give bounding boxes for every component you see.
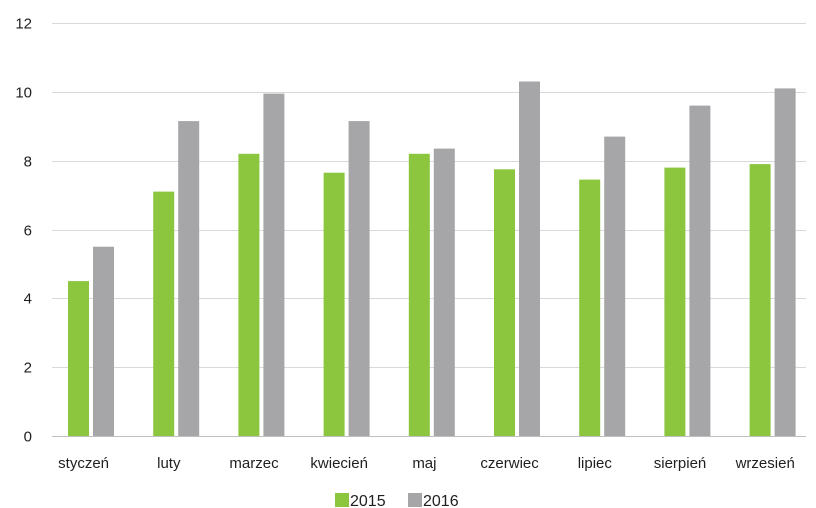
x-tick-label: czerwiec — [480, 455, 539, 472]
bar-2016-luty — [178, 121, 200, 436]
bar-2015-kwiecień — [323, 172, 345, 436]
bar-2015-sierpień — [664, 167, 686, 436]
bar-2015-marzec — [238, 153, 260, 437]
bar-2016-maj — [433, 148, 455, 436]
x-axis-tick-labels: styczeń luty marzec kwiecień maj czerwiec lipi… — [58, 455, 795, 472]
bar-2016-sierpień — [689, 105, 711, 436]
x-tick-label: wrzesień — [735, 455, 795, 472]
bar-2015-styczeń — [68, 281, 89, 436]
x-tick-label: maj — [412, 455, 436, 472]
bar-2016-czerwiec — [519, 81, 540, 436]
y-tick-label: 8 — [24, 154, 32, 171]
x-tick-label: sierpień — [654, 455, 707, 472]
y-tick-label: 12 — [15, 16, 32, 33]
bar-2015-wrzesień — [749, 164, 771, 436]
legend-swatch-2015 — [335, 493, 349, 507]
legend-label-2015: 2015 — [350, 493, 386, 508]
y-axis-tick-labels: 0 2 4 6 8 10 12 — [15, 16, 32, 446]
x-tick-label: lipiec — [578, 455, 613, 472]
bar-2016-marzec — [263, 93, 285, 436]
legend: 2015 2016 — [335, 493, 459, 508]
x-tick-label: kwiecień — [310, 455, 368, 472]
bar-2015-lipiec — [579, 179, 601, 436]
x-tick-label: styczeń — [58, 455, 109, 472]
bar-2016-lipiec — [604, 136, 626, 436]
bar-2016-wrzesień — [774, 88, 796, 437]
y-tick-label: 10 — [15, 85, 32, 102]
bar-2015-maj — [408, 153, 430, 437]
y-tick-label: 0 — [24, 429, 32, 446]
y-tick-label: 2 — [24, 360, 32, 377]
bars — [68, 81, 796, 437]
bar-2016-styczeń — [93, 246, 114, 436]
x-tick-label: marzec — [229, 455, 279, 472]
y-tick-label: 4 — [24, 291, 32, 308]
bar-2016-kwiecień — [348, 121, 370, 436]
bar-2015-czerwiec — [494, 169, 515, 437]
legend-label-2016: 2016 — [423, 493, 459, 508]
legend-swatch-2016 — [408, 493, 422, 507]
bar-2015-luty — [153, 191, 175, 436]
y-tick-label: 6 — [24, 223, 32, 240]
x-tick-label: luty — [157, 455, 181, 472]
